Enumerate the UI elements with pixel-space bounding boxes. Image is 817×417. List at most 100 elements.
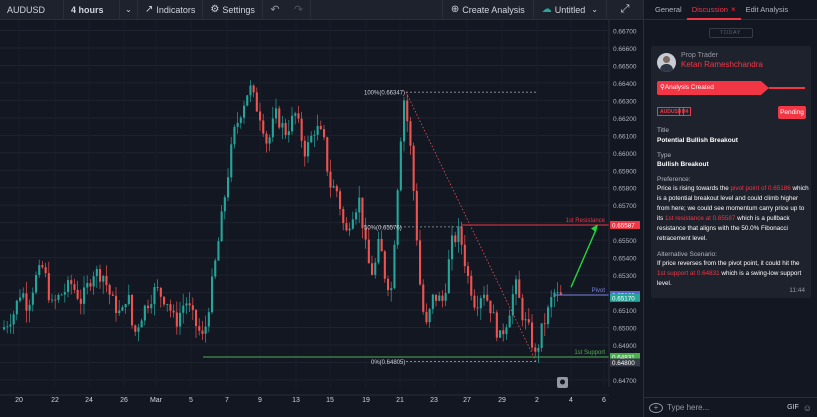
candle-body — [543, 323, 546, 325]
candle-body — [307, 142, 310, 157]
price-axis: 0.66700 0.66600 0.66500 0.66400 0.66300 0.662… — [608, 20, 640, 387]
author-name[interactable]: Ketan Rameshchandra — [681, 60, 763, 69]
create-analysis-label: Create Analysis — [462, 4, 525, 15]
avatar — [657, 53, 676, 72]
create-analysis-button[interactable]: ⊕ Create Analysis — [443, 0, 534, 19]
indicators-label: Indicators — [156, 4, 196, 15]
candle-body — [339, 191, 342, 210]
candle-body — [329, 171, 332, 188]
candle-body — [294, 113, 297, 116]
indicators-button[interactable]: ↗ Indicators — [138, 0, 204, 19]
candle-body — [172, 310, 175, 313]
settings-button[interactable]: ⚙ Settings — [203, 0, 263, 19]
candle-body — [227, 177, 230, 198]
layout-name-button[interactable]: ☁ Untitled ⌄ — [534, 0, 607, 19]
type-label: Type — [657, 152, 672, 159]
candles — [3, 79, 562, 363]
candle-body — [83, 287, 86, 304]
chart-area[interactable]: 100%(0.66347) 50%(0.65576) 0%(0.64805) 1st … — [0, 20, 643, 417]
candle-body — [435, 294, 438, 301]
candle-body — [371, 263, 374, 275]
candle-body — [41, 265, 44, 268]
price-tick-label: 0.65400 — [613, 256, 637, 263]
candle-body — [204, 326, 207, 334]
title-value: Potential Bullish Breakout — [657, 137, 738, 144]
tab-general[interactable]: General — [650, 0, 687, 20]
gif-button[interactable]: GIF — [787, 404, 799, 411]
message-input[interactable] — [667, 399, 788, 416]
candle-body — [524, 319, 527, 321]
level-label: Pivot — [592, 288, 606, 294]
candle-body — [143, 305, 146, 321]
candle-body — [31, 292, 34, 305]
interval-dropdown-button[interactable]: ⌄ — [120, 0, 138, 19]
candle-body — [12, 314, 15, 325]
fullscreen-button[interactable]: ⤢ — [607, 0, 643, 19]
status-badge: Pending — [778, 106, 806, 119]
price-chart[interactable]: 100%(0.66347) 50%(0.65576) 0%(0.64805) 1st … — [0, 20, 643, 417]
candle-body — [444, 293, 447, 301]
undo-button[interactable]: ↶ — [263, 0, 287, 19]
price-tick-label: 0.66100 — [613, 133, 637, 140]
candle-body — [390, 288, 393, 291]
price-tick-label: 0.66500 — [613, 63, 637, 70]
candle-body — [521, 297, 524, 321]
candle-body — [473, 295, 476, 308]
price-tick-label: 0.65800 — [613, 186, 637, 193]
time-tick-label: 15 — [326, 397, 334, 404]
fib-trend-line — [405, 91, 537, 362]
candle-body — [239, 117, 242, 123]
redo-button[interactable]: ↷ — [287, 0, 311, 19]
candle-body — [387, 278, 390, 291]
interval-button[interactable]: 4 hours — [64, 0, 120, 19]
candle-body — [559, 292, 562, 295]
preference-text: Price is rising towards the pivot point … — [657, 185, 809, 242]
candle-body — [166, 304, 169, 305]
gear-icon: ⚙ — [210, 4, 220, 15]
candle-body — [374, 262, 377, 275]
alternative-label: Alternative Scenario: — [657, 251, 717, 258]
candle-body — [515, 279, 518, 295]
fib-label: 50%(0.65576) — [364, 225, 402, 231]
candle-body — [540, 323, 543, 349]
candle-body — [342, 209, 345, 224]
candle-body — [95, 269, 98, 277]
chart-line-icon: ↗ — [145, 4, 154, 15]
candle-body — [454, 235, 457, 243]
attach-plus-icon[interactable]: + — [649, 402, 663, 413]
candle-body — [457, 226, 460, 243]
candle-body — [6, 326, 9, 328]
date-divider: TODAY — [708, 28, 753, 38]
toolbar-spacer — [311, 0, 443, 19]
time-tick-label: 22 — [51, 397, 59, 404]
author-role: Prop Trader — [681, 52, 718, 59]
time-tick-label: 19 — [362, 397, 370, 404]
symbol-button[interactable]: AUDUSD — [0, 0, 64, 19]
candle-body — [153, 287, 156, 305]
candle-body — [214, 260, 217, 277]
candle-body — [220, 211, 223, 242]
candle-body — [447, 259, 450, 294]
preference-label: Preference: — [657, 176, 691, 183]
candle-body — [191, 305, 194, 310]
candle-body — [284, 123, 287, 136]
close-icon[interactable]: × — [730, 4, 736, 14]
price-tag — [610, 293, 640, 302]
arrow-head-icon — [591, 224, 598, 233]
candle-body — [287, 131, 290, 136]
undo-icon: ↶ — [270, 4, 280, 16]
candle-body — [195, 309, 198, 327]
price-tick-label: 0.64700 — [613, 378, 637, 385]
candle-body — [271, 118, 274, 138]
time-tick-label: 21 — [396, 397, 404, 404]
candle-body — [281, 123, 284, 128]
tab-discussion[interactable]: Discussion × — [686, 0, 741, 20]
tab-edit-analysis[interactable]: Edit Analysis — [741, 0, 794, 20]
candle-body — [403, 100, 406, 142]
candle-body — [243, 105, 246, 118]
candle-body — [380, 238, 383, 252]
emoji-icon[interactable]: ☺ — [802, 402, 812, 413]
level-label: 1st Resistance — [566, 218, 606, 224]
candle-body — [105, 275, 108, 285]
candle-body — [249, 85, 252, 96]
